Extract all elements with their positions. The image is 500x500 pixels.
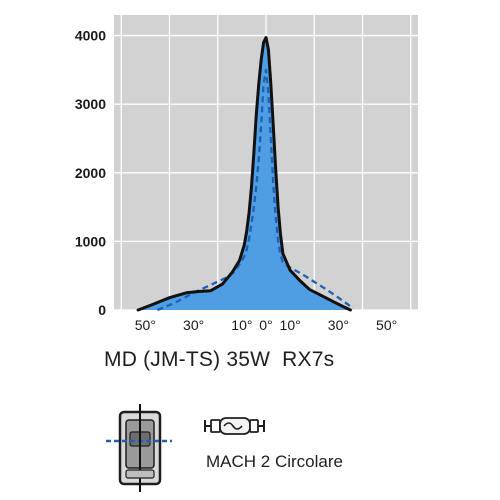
beam-chart: 0 1000 2000 3000 4000 50° 30° 10° 0° 10° 30° 50° xyxy=(75,15,418,333)
y-tick-label: 1000 xyxy=(75,233,106,249)
lamp-label: MACH 2 Circolare xyxy=(206,452,343,471)
x-tick-label: 0° xyxy=(259,317,272,333)
x-tick-label: 30° xyxy=(328,317,349,333)
series-dashed-line xyxy=(156,68,354,312)
lamp-bulb-icon xyxy=(204,417,265,435)
y-tick-label: 0 xyxy=(98,302,106,318)
lamp-caption: MD (JM-TS) 35W RX7s xyxy=(104,348,335,371)
y-tick-label: 3000 xyxy=(75,96,106,112)
x-tick-label: 10° xyxy=(280,317,301,333)
x-tick-label: 30° xyxy=(183,317,204,333)
x-tick-label: 10° xyxy=(231,317,252,333)
series-solid-line xyxy=(136,36,352,312)
luminaire-front-icon xyxy=(106,404,172,492)
x-tick-label: 50° xyxy=(376,317,397,333)
y-tick-label: 2000 xyxy=(75,165,106,181)
x-tick-label: 50° xyxy=(135,317,156,333)
y-tick-label: 4000 xyxy=(75,28,106,44)
